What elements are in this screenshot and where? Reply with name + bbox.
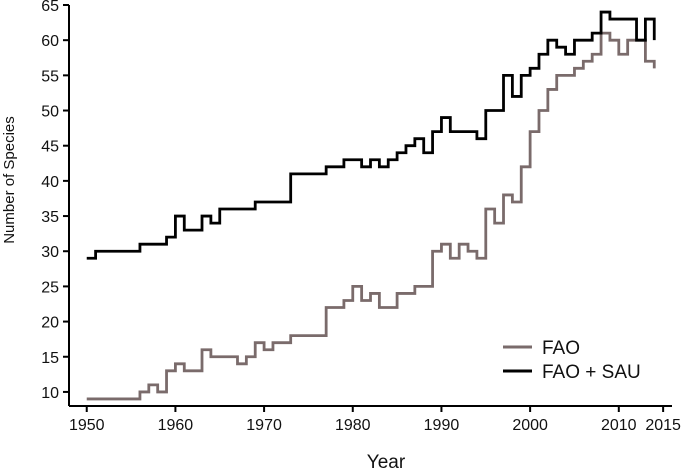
plot-area: [86, 10, 656, 401]
y-tick-label: 40: [41, 174, 59, 191]
y-tick-label: 50: [41, 104, 59, 121]
legend-label-fao-sau: FAO + SAU: [542, 362, 641, 383]
x-tick-label: 1960: [158, 417, 194, 434]
y-tick-label: 35: [41, 209, 59, 226]
y-tick-label: 65: [41, 0, 59, 15]
y-tick-label: 30: [41, 244, 59, 261]
y-tick-label: 15: [41, 350, 59, 367]
x-tick-label: 1990: [424, 417, 460, 434]
y-axis-title: Number of Species: [1, 116, 18, 244]
legend: FAO FAO + SAU: [503, 338, 641, 383]
x-tick-label: 2000: [512, 417, 548, 434]
x-tick-label: 2010: [601, 417, 637, 434]
y-tick-label: 20: [41, 315, 59, 332]
x-tick-label: 1950: [69, 417, 105, 434]
x-tick-label: 2015: [645, 417, 681, 434]
y-tick-label: 60: [41, 33, 59, 50]
y-tick-label: 55: [41, 68, 59, 85]
x-tick-label: 1970: [246, 417, 282, 434]
series-line-fao: [86, 31, 656, 401]
legend-label-fao: FAO: [542, 338, 580, 359]
y-tick-label: 45: [41, 139, 59, 156]
y-tick-label: 10: [41, 385, 59, 402]
axis-ticks: 1950 1960 1970 1980 1990 2000 2010 2015 10 15 20 25…: [41, 0, 681, 434]
y-tick-label: 25: [41, 279, 59, 296]
x-tick-label: 1980: [335, 417, 371, 434]
x-axis-title: Year: [367, 452, 406, 473]
series-line-fao-sau: [86, 10, 656, 260]
